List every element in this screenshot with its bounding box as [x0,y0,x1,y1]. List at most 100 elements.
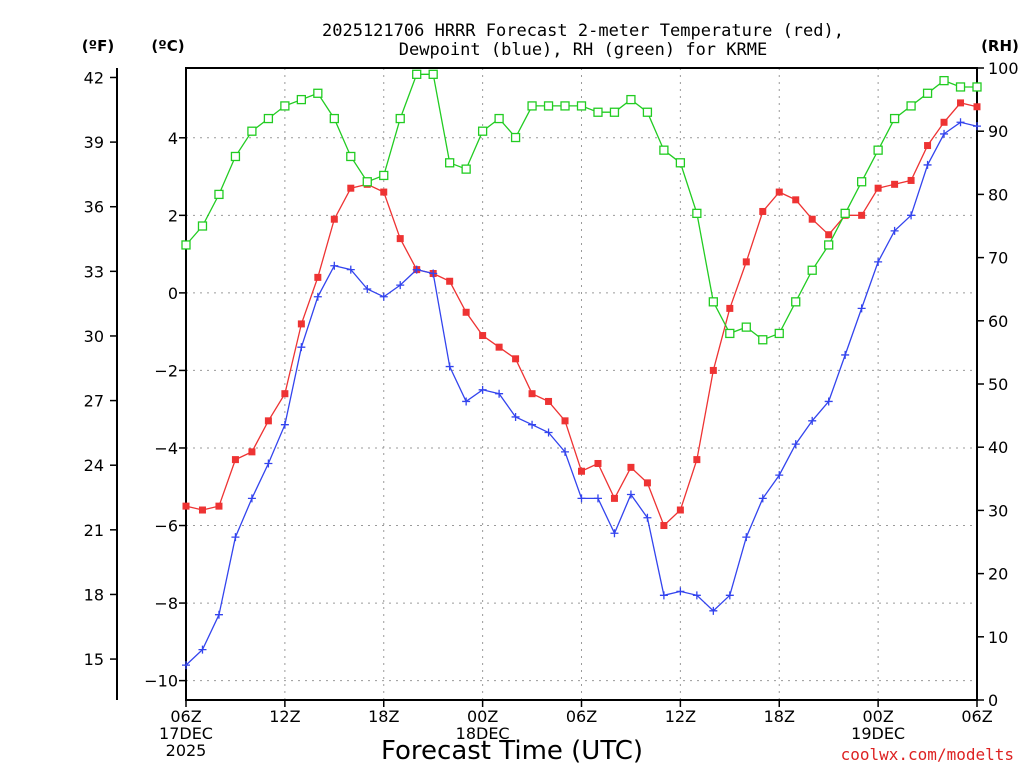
fahrenheit-tick-label: 42 [84,68,104,87]
rh-point [889,113,900,124]
rh-point [692,208,702,219]
rh-tick-label: 30 [988,501,1008,520]
2-meter-temperature-point [561,417,569,425]
2-meter-temperature-point [610,494,618,502]
2-meter-temperature-point [759,207,767,215]
dewpoint-point [445,362,454,371]
2-meter-temperature-point [676,506,684,514]
x-tick-label: 18Z [368,707,399,726]
2-meter-temperature-point [792,196,800,204]
dewpoint-point [379,292,388,301]
dewpoint-point [462,397,471,406]
rh-point [263,113,274,124]
celsius-tick-label: 0 [168,284,178,303]
2-meter-temperature-point [858,211,866,219]
rh-point [247,126,257,136]
rh-tick-label: 50 [988,375,1008,394]
rh-point [280,101,290,111]
rh-point [560,101,570,111]
2-meter-temperature-point [726,304,734,312]
celsius-tick-label: 2 [168,206,178,225]
dewpoint-line [185,121,978,666]
rh-tick-label: 80 [988,185,1008,204]
rh-point [593,107,603,117]
2-meter-temperature-point [627,463,635,471]
celsius-tick-label: −8 [154,594,178,613]
rh-unit-label: (RH) [981,37,1019,55]
rh-point [477,126,488,136]
rh-point [906,101,916,111]
2-meter-temperature-point [775,188,783,196]
x-tick-label: 12Z [665,707,696,726]
dewpoint-point [528,420,537,429]
rh-point [955,82,966,92]
dewpoint-point [692,591,701,600]
rh-point [659,145,669,155]
2-meter-temperature-point [396,235,404,243]
2-meter-temperature-point [643,479,651,487]
rh-point [609,107,620,117]
chart-title-line1: 2025121706 HRRR Forecast 2-meter Tempera… [322,21,844,41]
dewpoint-point [313,292,322,301]
dewpoint-point [940,129,949,138]
rh-point [791,297,801,307]
fahrenheit-tick-label: 27 [84,392,104,411]
celsius-tick-label: −10 [144,672,178,691]
celsius-tick-label: 4 [168,129,178,148]
rh-point [428,69,438,79]
x-tick-label: 12Z [269,707,300,726]
dewpoint-point [725,591,734,600]
2-meter-temperature-point [248,448,256,456]
rh-point [939,75,949,86]
x-tick-label: 06Z [961,707,992,726]
x-tick-label: 18Z [764,707,795,726]
x-tick-label: 19DEC [851,724,905,743]
rh-point [626,94,636,105]
dewpoint-point [280,420,289,429]
rh-point [807,265,817,275]
fahrenheit-tick-label: 30 [84,327,104,346]
fahrenheit-tick-label: 15 [84,650,104,669]
rh-tick-label: 40 [988,438,1008,457]
dewpoint-point [791,440,800,449]
rh-point [543,101,554,111]
rh-point [494,113,504,124]
dewpoint-point [297,343,306,352]
celsius-tick-label: −6 [154,517,178,536]
2-meter-temperature-point [215,502,223,510]
2-meter-temperature-point [264,417,272,425]
dewpoint-point [610,529,619,538]
dewpoint-point [330,261,339,270]
rh-point [346,151,356,162]
2-meter-temperature-point [742,258,750,266]
dewpoint-point [824,397,833,406]
2-meter-temperature-point [825,231,833,239]
2-meter-temperature-point [957,99,965,107]
x-tick-label: 17DEC [159,724,213,743]
dewpoint-point [247,494,256,503]
dewpoint-point [775,471,784,480]
rh-point [313,88,323,98]
rh-point [412,69,422,79]
2-meter-temperature-point [512,355,520,363]
dewpoint-point [742,533,751,542]
rh-tick-label: 60 [988,312,1008,331]
x-tick-label: 18DEC [456,724,510,743]
fahrenheit-tick-label: 24 [84,456,104,475]
2-meter-temperature-point [907,176,915,184]
fahrenheit-tick-label: 18 [84,585,104,604]
2-meter-temperature-point [545,397,553,405]
2-meter-temperature-point [479,332,487,340]
2-meter-temperature-point [660,522,668,530]
rh-point [197,221,208,231]
rh-point [395,113,405,124]
rh-point [758,335,768,345]
x-tick-label: 00Z [862,707,893,726]
2-meter-temperature-point [891,180,899,188]
dewpoint-point [264,459,273,468]
dewpoint-point [593,494,602,503]
dewpoint-point [198,645,207,654]
rh-point [329,113,339,124]
dewpoint-point [346,265,355,274]
